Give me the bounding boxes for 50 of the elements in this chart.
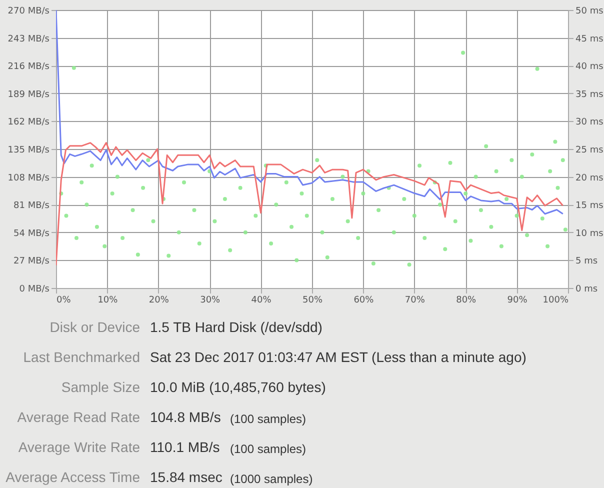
text: 1.5 TB Hard Disk (/dev/sdd) <box>150 319 322 335</box>
y-tick-label: 81 MB/s <box>14 201 50 212</box>
y2-tick-label: 0 ms <box>576 284 598 294</box>
x-tick-label: 50% <box>302 296 323 306</box>
y-tick-label: 270 MB/s <box>8 6 50 16</box>
text: Sample Size <box>61 379 140 395</box>
y2-tick-label: 5 ms <box>576 256 598 267</box>
text: 15.84 msec <box>150 469 222 485</box>
y2-tick-label: 20 ms <box>576 173 604 184</box>
text: (1000 samples) <box>230 472 313 486</box>
x-tick-label: 90% <box>507 296 528 306</box>
y2-tick-label: 50 ms <box>576 6 604 16</box>
y2-tick-label: 10 ms <box>576 228 604 239</box>
y-tick-label: 243 MB/s <box>8 34 50 44</box>
y-tick-label: 162 MB/s <box>8 118 50 128</box>
y2-tick-label: 25 ms <box>576 146 604 156</box>
x-tick-label: 20% <box>148 296 170 306</box>
x-tick-label: 60% <box>354 296 374 306</box>
text: Last Benchmarked <box>23 349 140 365</box>
y2-tick-label: 40 ms <box>576 62 604 72</box>
x-tick-label: 100% <box>542 296 569 306</box>
text: (100 samples) <box>230 412 306 426</box>
x-tick-label: 70% <box>404 296 426 306</box>
text: (100 samples) <box>230 442 306 456</box>
x-tick-label: 40% <box>251 296 272 306</box>
y2-tick-label: 45 ms <box>576 34 604 44</box>
y-tick-label: 135 MB/s <box>8 146 50 156</box>
text: Disk or Device <box>50 319 140 335</box>
x-tick-label: 80% <box>456 296 477 306</box>
line-series <box>56 10 564 215</box>
y-tick-label: 27 MB/s <box>14 256 50 267</box>
text: Average Access Time <box>6 469 140 485</box>
text: 10.0 MiB (10,485,760 bytes) <box>150 379 326 395</box>
text: 104.8 MB/s <box>150 409 221 425</box>
y-tick-label: 54 MB/s <box>14 228 50 239</box>
y-tick-label: 108 MB/s <box>8 173 50 184</box>
x-tick-label: 0% <box>56 296 72 306</box>
text: Average Write Rate <box>18 439 140 455</box>
text: Average Read Rate <box>17 409 140 425</box>
y2-tick-label: 15 ms <box>576 201 604 212</box>
text: Sat 23 Dec 2017 01:03:47 AM EST (Less than a minute ago) <box>150 349 526 365</box>
y2-tick-label: 35 ms <box>576 90 604 100</box>
line-series <box>56 142 564 266</box>
y-tick-label: 189 MB/s <box>8 90 50 100</box>
y2-tick-label: 30 ms <box>576 118 604 128</box>
text: 110.1 MB/s <box>150 439 220 455</box>
y-tick-label: 216 MB/s <box>8 62 50 72</box>
x-tick-label: 30% <box>200 296 221 306</box>
x-tick-label: 10% <box>98 296 118 306</box>
y-tick-label: 0 MB/s <box>19 284 50 294</box>
